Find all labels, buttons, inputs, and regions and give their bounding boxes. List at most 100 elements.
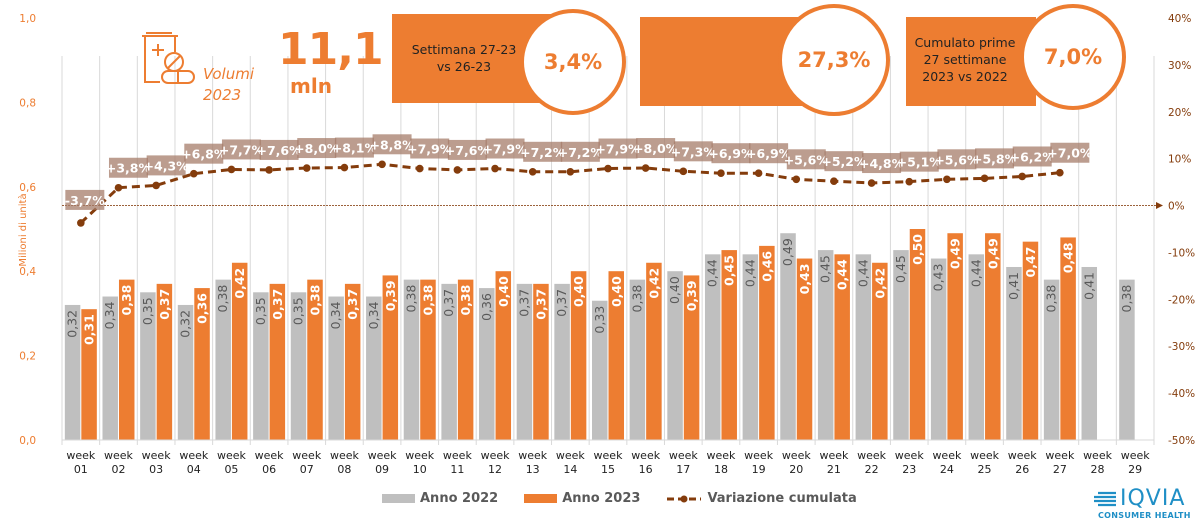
- x-axis-tick-label: week: [368, 449, 398, 462]
- bar-label-2022: 0,38: [403, 285, 418, 313]
- bar-label-2022: 0,40: [667, 276, 682, 304]
- bar-2022: [1081, 266, 1098, 440]
- bar-label-2022: 0,35: [253, 297, 268, 325]
- bar-label-2022: 0,37: [554, 289, 569, 317]
- y2-axis-tick-label: 20%: [1168, 107, 1191, 119]
- bar-label-2023: 0,45: [722, 255, 737, 286]
- bar-label-2022: 0,35: [140, 297, 155, 325]
- bar-2022: [629, 279, 646, 440]
- variation-label-bg: [146, 155, 186, 176]
- bar-2022: [968, 254, 985, 440]
- bar-2023: [608, 271, 624, 440]
- x-axis-tick-label: week: [292, 449, 322, 462]
- variation-label-bg: [711, 143, 751, 164]
- bar-label-2022: 0,38: [1044, 285, 1059, 313]
- x-axis-tick-label: 20: [789, 463, 803, 476]
- x-axis-tick-label: week: [669, 449, 699, 462]
- bar-label-2023: 0,43: [797, 264, 812, 295]
- bar-label-2023: 0,49: [948, 238, 963, 269]
- variation-point: [792, 175, 801, 184]
- variation-label: +7,9%: [407, 142, 453, 157]
- y-axis-title: Milioni di unità: [17, 193, 29, 266]
- bar-label-2022: 0,43: [931, 264, 946, 292]
- bar-label-2022: 0,45: [893, 255, 908, 283]
- bar-label-2023: 0,47: [1023, 247, 1038, 278]
- variation-label-bg: [1012, 146, 1052, 167]
- kpi-second-value: 27,3%: [797, 48, 871, 72]
- kpi-cumulative-label-line2: 27 settimane: [923, 52, 1007, 67]
- bar-label-2022: 0,34: [366, 301, 381, 329]
- variation-label-bg: [560, 141, 600, 162]
- zero-line-arrow-icon: [1156, 202, 1163, 210]
- variation-label-bg: [749, 143, 789, 164]
- bar-label-2023: 0,38: [308, 285, 323, 316]
- bar-2022: [554, 283, 570, 440]
- x-axis-tick-label: week: [104, 449, 134, 462]
- variation-label: +7,6%: [445, 143, 491, 158]
- bar-2022: [780, 233, 796, 440]
- bar-2023: [420, 279, 436, 440]
- x-axis-tick-label: week: [66, 449, 96, 462]
- bar-2023: [721, 250, 737, 440]
- variation-point: [302, 164, 311, 172]
- bar-2023: [118, 279, 135, 440]
- kpi-cumulative-box: [906, 17, 1036, 106]
- variation-label-bg: [899, 151, 939, 172]
- bar-label-2022: 0,35: [291, 297, 306, 325]
- variation-label-bg: [259, 139, 299, 160]
- bar-label-2022: 0,38: [1119, 285, 1134, 313]
- variation-point: [679, 167, 688, 176]
- x-axis-tick-label: week: [970, 449, 1000, 462]
- variation-label-bg: [65, 189, 105, 210]
- bar-label-2022: 0,45: [818, 255, 833, 283]
- logo-brand: IQVIA: [1094, 488, 1191, 510]
- legend-item-2022: Anno 2022: [382, 491, 498, 506]
- variation-point: [378, 160, 386, 169]
- legend-label-2022: Anno 2022: [420, 491, 499, 506]
- variation-point: [114, 183, 123, 192]
- variation-point: [943, 175, 951, 184]
- bar-2022: [667, 271, 683, 440]
- bar-2022: [215, 279, 231, 440]
- legend-label-variazione: Variazione cumulata: [707, 491, 857, 506]
- y2-axis-tick-label: 0%: [1168, 201, 1185, 213]
- variation-label: +5,2%: [821, 154, 867, 169]
- bar-2023: [872, 262, 888, 440]
- bar-2022: [855, 254, 872, 440]
- x-axis-tick-label: week: [932, 449, 962, 462]
- x-axis-tick-label: 02: [111, 463, 125, 476]
- bar-label-2023: 0,40: [571, 276, 586, 307]
- variation-label-bg: [673, 141, 713, 162]
- variation-label: +8,0%: [633, 141, 679, 156]
- bar-2023: [231, 262, 248, 440]
- variation-point: [415, 164, 424, 173]
- variation-label-bg: [862, 153, 902, 174]
- bar-label-2023: 0,31: [82, 314, 97, 345]
- variation-label: +7,7%: [219, 142, 265, 157]
- y-axis-tick-label: 0,0: [19, 435, 36, 447]
- variation-label: +4,8%: [859, 156, 905, 171]
- variation-label-bg: [221, 139, 261, 160]
- variation-label: +7,6%: [257, 143, 303, 158]
- variation-point: [265, 166, 273, 174]
- bar-label-2023: 0,38: [119, 285, 134, 316]
- x-axis-tick-label: 05: [224, 463, 238, 476]
- x-axis-tick-label: week: [1045, 449, 1075, 462]
- x-axis-tick-label: week: [142, 449, 172, 462]
- bar-2023: [194, 288, 210, 440]
- gridlines: [61, 56, 1155, 440]
- bar-2023: [269, 283, 286, 440]
- y2-axis-tick-label: 30%: [1168, 60, 1191, 72]
- variation-label-bg: [297, 138, 337, 159]
- x-axis-tick-label: week: [556, 449, 586, 462]
- variation-label: +5,6%: [934, 152, 980, 167]
- x-axis-tick-label: week: [857, 449, 887, 462]
- x-axis-tick-label: week: [179, 449, 209, 462]
- variation-line-path: [79, 162, 1061, 224]
- bar-2023: [344, 283, 361, 440]
- x-axis-tick-label: 28: [1091, 463, 1105, 476]
- bar-label-2022: 0,38: [215, 285, 230, 313]
- x-axis-tick-label: 14: [563, 463, 577, 476]
- variation-label: -3,7%: [65, 193, 105, 208]
- bar-label-2023: 0,39: [684, 280, 699, 311]
